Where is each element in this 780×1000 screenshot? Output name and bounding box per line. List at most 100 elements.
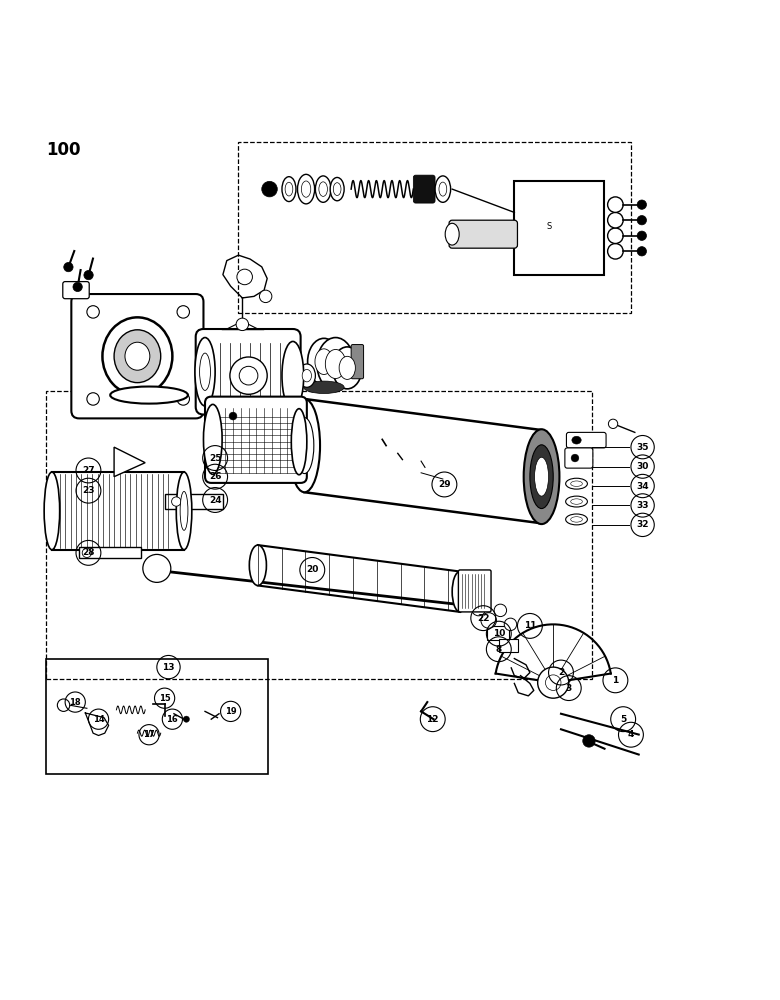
Circle shape <box>583 735 595 747</box>
FancyBboxPatch shape <box>566 432 606 448</box>
Circle shape <box>481 613 497 628</box>
Ellipse shape <box>435 176 451 202</box>
Text: S: S <box>547 222 552 231</box>
Bar <box>488 626 509 640</box>
FancyBboxPatch shape <box>565 448 593 468</box>
Ellipse shape <box>571 481 583 486</box>
Ellipse shape <box>110 387 188 404</box>
Ellipse shape <box>282 341 303 410</box>
Ellipse shape <box>317 338 354 390</box>
Ellipse shape <box>301 181 310 197</box>
Ellipse shape <box>289 399 320 492</box>
Ellipse shape <box>439 182 447 196</box>
Text: 32: 32 <box>636 520 649 529</box>
Ellipse shape <box>523 429 559 524</box>
Ellipse shape <box>125 342 150 370</box>
Text: 28: 28 <box>82 548 94 557</box>
Circle shape <box>237 269 253 285</box>
Circle shape <box>608 212 623 228</box>
Ellipse shape <box>250 545 267 585</box>
Circle shape <box>504 618 516 631</box>
Text: 13: 13 <box>162 663 175 672</box>
Bar <box>165 494 223 509</box>
Ellipse shape <box>333 183 341 196</box>
Text: 3: 3 <box>566 684 572 693</box>
Circle shape <box>637 200 647 209</box>
Ellipse shape <box>282 177 296 202</box>
FancyBboxPatch shape <box>514 181 604 275</box>
Text: 4: 4 <box>628 730 634 739</box>
Ellipse shape <box>566 514 587 525</box>
Ellipse shape <box>566 478 587 489</box>
Ellipse shape <box>176 472 192 550</box>
Circle shape <box>239 366 258 385</box>
Text: 8: 8 <box>495 645 502 654</box>
Ellipse shape <box>180 491 188 530</box>
FancyBboxPatch shape <box>449 220 517 248</box>
Text: 26: 26 <box>209 472 222 481</box>
Text: 2: 2 <box>558 668 564 677</box>
Ellipse shape <box>571 454 579 462</box>
Circle shape <box>172 497 181 506</box>
Text: 18: 18 <box>69 698 81 707</box>
Bar <box>499 639 518 652</box>
Ellipse shape <box>204 404 222 474</box>
Text: 30: 30 <box>636 462 649 471</box>
FancyBboxPatch shape <box>71 294 204 418</box>
Ellipse shape <box>315 349 333 374</box>
Circle shape <box>84 270 94 280</box>
Text: 35: 35 <box>636 443 649 452</box>
Ellipse shape <box>571 499 583 504</box>
Circle shape <box>637 247 647 256</box>
Ellipse shape <box>332 347 362 389</box>
Circle shape <box>177 393 190 405</box>
Circle shape <box>545 675 561 690</box>
Circle shape <box>608 228 623 244</box>
Circle shape <box>183 716 190 722</box>
Circle shape <box>87 306 99 318</box>
Polygon shape <box>304 399 541 523</box>
Circle shape <box>230 357 268 394</box>
Text: 17: 17 <box>144 730 155 739</box>
Bar <box>47 391 592 679</box>
Circle shape <box>262 181 278 197</box>
Text: 33: 33 <box>636 501 649 510</box>
Ellipse shape <box>200 353 211 390</box>
Circle shape <box>82 548 91 558</box>
Ellipse shape <box>302 369 311 382</box>
Ellipse shape <box>297 174 314 204</box>
Text: 29: 29 <box>438 480 451 489</box>
Circle shape <box>229 412 237 420</box>
Ellipse shape <box>339 356 356 379</box>
Text: 22: 22 <box>477 614 490 623</box>
Ellipse shape <box>102 317 172 395</box>
Ellipse shape <box>325 349 346 379</box>
FancyBboxPatch shape <box>459 570 491 612</box>
Ellipse shape <box>295 418 314 474</box>
Ellipse shape <box>195 338 215 406</box>
Ellipse shape <box>285 182 292 196</box>
Bar <box>47 659 268 774</box>
Circle shape <box>495 604 506 617</box>
Text: 23: 23 <box>82 486 94 495</box>
Ellipse shape <box>571 517 583 522</box>
FancyBboxPatch shape <box>351 345 363 379</box>
Text: 10: 10 <box>493 629 505 638</box>
Circle shape <box>64 262 73 272</box>
Ellipse shape <box>44 472 60 550</box>
Text: 25: 25 <box>209 454 222 463</box>
Ellipse shape <box>572 436 581 444</box>
Ellipse shape <box>319 182 328 196</box>
Circle shape <box>608 244 623 259</box>
Circle shape <box>236 318 249 331</box>
Text: 12: 12 <box>427 715 439 724</box>
Ellipse shape <box>566 496 587 507</box>
Text: 100: 100 <box>47 141 81 159</box>
Circle shape <box>260 290 272 303</box>
Ellipse shape <box>534 457 548 496</box>
Text: 24: 24 <box>209 496 222 505</box>
Bar <box>239 142 631 313</box>
Circle shape <box>537 667 569 698</box>
Circle shape <box>637 216 647 225</box>
Text: 34: 34 <box>636 482 649 491</box>
